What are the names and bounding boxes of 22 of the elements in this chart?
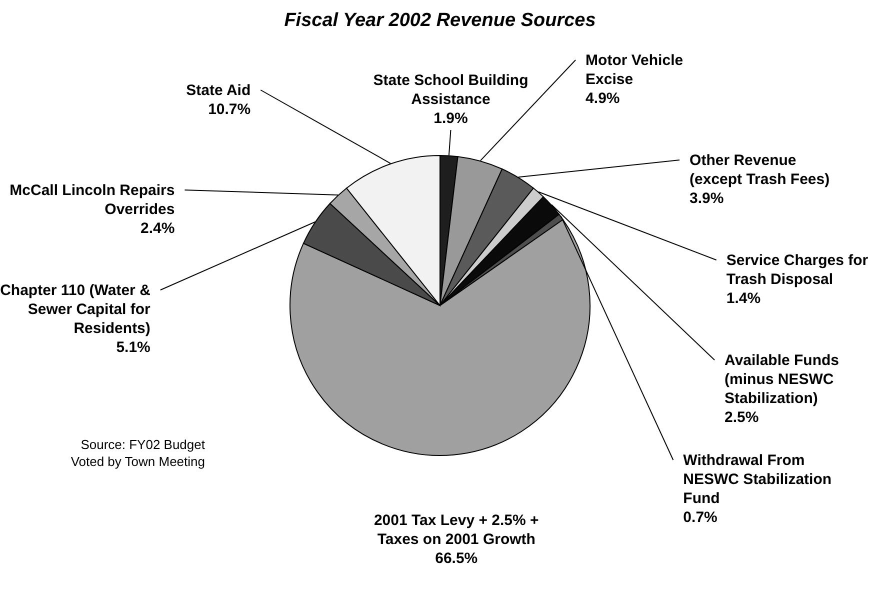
slice-label: Motor Vehicle Excise <box>586 52 684 88</box>
data-label: 2.4% <box>140 220 175 237</box>
slice-label: Service Charges for Trash Disposal <box>726 252 868 288</box>
chart-title: Fiscal Year 2002 Revenue Sources <box>284 10 596 31</box>
data-label: 1.4% <box>726 290 761 307</box>
data-label: 2.5% <box>724 409 759 426</box>
data-label: 1.9% <box>434 110 468 127</box>
source-note: Source: FY02 Budget Voted by Town Meeting <box>70 437 206 469</box>
slice-label: State School Building Assistance <box>373 72 528 108</box>
slice-label: State Aid <box>186 82 251 99</box>
data-label: 5.1% <box>116 339 150 356</box>
data-label: 0.7% <box>683 509 718 526</box>
data-label: 66.5% <box>435 550 478 567</box>
data-label: 4.9% <box>586 90 620 107</box>
slice-label: Chapter 110 (Water & Sewer Capital for Residents) <box>0 282 151 337</box>
data-label: 10.7% <box>208 101 251 118</box>
slice-label: Available Funds (minus NESWC Stabilization) <box>724 352 840 407</box>
data-label: 3.9% <box>690 190 724 207</box>
slice-label: Withdrawal From NESWC Stabilization Fund <box>683 452 832 507</box>
slice-label: McCall Lincoln Repairs Overrides <box>10 182 175 218</box>
slice-label: Other Revenue (except Trash Fees) <box>690 152 830 188</box>
slice-label: 2001 Tax Levy + 2.5% + Taxes on 2001 Growth <box>374 512 540 548</box>
